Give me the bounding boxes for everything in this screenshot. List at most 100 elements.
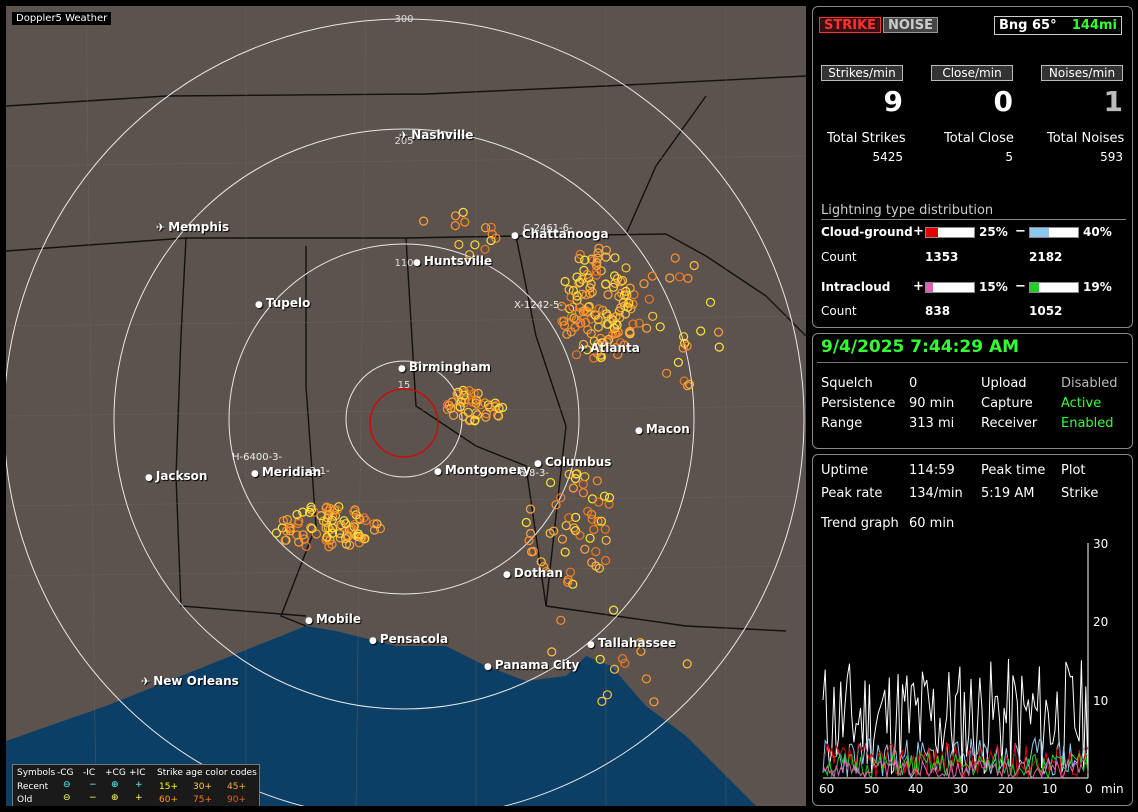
city-label-columbus: ● Columbus [534,455,611,469]
city-label-mobile: ● Mobile [305,612,361,626]
ic-minus-sign: − [1015,279,1026,294]
rates-panel: STRIKE NOISE Bng 65° 144mi Strikes/min C… [812,6,1133,328]
city-name: Columbus [544,455,612,469]
peak-time-label: Peak time [981,463,1046,478]
range-ring-300 [6,18,805,806]
cg-label: Cloud-ground [821,225,913,239]
plot-value: Strike [1061,486,1099,501]
city-label-dothan: ● Dothan [503,566,563,580]
legend-old-pos-cg-icon: ⊕ [111,793,119,803]
ic-positive-count: 838 [925,304,951,318]
city-name: Jackson [155,469,208,483]
city-dot-icon: ● [251,469,259,479]
capture-value: Active [1061,396,1102,411]
noise-button[interactable]: NOISE [883,17,939,33]
bearing-distance: 144mi [1071,18,1117,33]
storm-id-label: X-1242-5- [514,300,563,311]
trend-x-unit: min [1101,782,1124,796]
legend-recent-neg-ic-icon: − [89,780,97,790]
legend-old-label: Old [17,795,33,805]
city-name: Panama City [494,658,580,672]
noises-per-min-button[interactable]: Noises/min [1041,65,1123,81]
city-label-huntsville: ● Huntsville [413,254,492,268]
trend-x-tick-30: 30 [953,782,969,796]
city-label-jackson: ● Jackson [145,469,207,483]
strike-button[interactable]: STRIKE [819,17,882,33]
legend-age-90: 90+ [227,795,246,805]
trend-line-ic-positive [822,758,1089,779]
map-canvas[interactable]: 300 205 110 15 [6,6,806,806]
legend-symbols-label: Symbols [17,768,56,778]
city-name: Mobile [315,612,361,626]
ic-negative-bar [1029,282,1079,293]
storm-id-label: C-2461-6- [523,223,573,234]
peak-time-value: 5:19 AM [981,486,1035,501]
app-title: Doppler5 Weather [12,12,112,25]
city-dot-icon: ● [413,258,421,268]
uptime-label: Uptime [821,463,869,478]
range-ring-label-205: 205 [394,136,413,147]
symbol-legend: Symbols -CG -IC +CG +IC Strike age color… [12,764,260,806]
range-ring-205 [113,128,695,710]
city-dot-icon: ● [145,473,153,483]
status-panel: 9/4/2025 7:44:29 AM Squelch 0 Upload Dis… [812,333,1133,449]
strikes-per-min-value: 9 [883,85,903,118]
total-strikes-label: Total Strikes [827,131,906,146]
noises-per-min-value: 1 [1103,85,1123,118]
trend-graph [822,543,1089,780]
city-label-montgomery: ● Montgomery [434,463,531,477]
receiver-label: Receiver [981,416,1038,431]
city-label-tallahassee: ● Tallahassee [587,636,676,650]
trend-x-tick-50: 50 [864,782,880,796]
trend-x-tick-40: 40 [908,782,924,796]
cg-negative-percent: 40% [1083,225,1112,239]
trend-value: 60 min [909,516,955,531]
city-dot-icon: ● [255,300,263,310]
trend-x-tick-0: 0 [1085,782,1093,796]
status-divider [817,362,1128,363]
upload-value: Disabled [1061,376,1118,391]
city-label-pensacola: ● Pensacola [369,632,448,646]
cg-count-label: Count [821,250,857,264]
close-per-min-button[interactable]: Close/min [931,65,1013,81]
city-name: Pensacola [379,632,449,646]
trend-line-ic-negative [822,752,1089,780]
receiver-value: Enabled [1061,416,1114,431]
city-label-meridian: ● Meridian [251,465,321,479]
legend-col-pos-ic: +IC [129,768,146,778]
city-label-new-orleans: ✈ New Orleans [141,674,239,688]
city-name: Tallahassee [597,636,677,650]
legend-age-75: 75+ [193,795,212,805]
cg-plus-sign: + [913,224,924,239]
strikes-per-min-button[interactable]: Strikes/min [821,65,903,81]
strike-map[interactable]: 300 205 110 15 Doppler5 Weather ✈ Nashville ✈… [6,6,806,806]
bearing-label: Bng 65° [999,18,1057,33]
cg-negative-count: 2182 [1029,250,1063,264]
trend-panel: Uptime 114:59 Peak time Plot Peak rate 1… [812,454,1133,806]
city-label-nashville: ✈ Nashville [399,128,473,142]
ic-positive-bar [925,282,975,293]
city-dot-icon: ● [398,364,406,374]
gulf-water [6,626,756,806]
city-name: Meridian [261,465,322,479]
squelch-label: Squelch [821,376,873,391]
peak-rate-label: Peak rate [821,486,883,501]
trend-line-total [822,658,1089,777]
legend-recent-neg-cg-icon: ⊖ [63,780,71,790]
trend-label: Trend graph [821,516,899,531]
city-dot-icon: ● [503,570,511,580]
airport-icon: ✈ [399,129,409,142]
range-ring-110 [228,243,580,595]
city-dot-icon: ● [587,640,595,650]
trend-x-tick-60: 60 [819,782,835,796]
city-label-atlanta: ✈ Atlanta [578,341,640,355]
legend-old-pos-ic-icon: + [135,793,143,803]
capture-label: Capture [981,396,1033,411]
airport-icon: ✈ [578,342,588,355]
legend-old-neg-ic-icon: − [89,793,97,803]
airport-icon: ✈ [141,675,151,688]
city-dot-icon: ● [534,459,542,469]
city-dot-icon: ● [635,426,643,436]
cg-positive-bar [925,227,975,238]
city-dot-icon: ● [305,616,313,626]
